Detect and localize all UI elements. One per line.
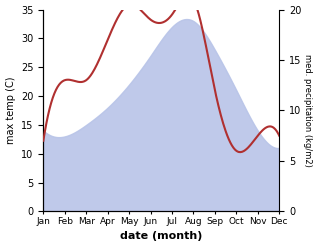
Y-axis label: max temp (C): max temp (C) (5, 77, 16, 144)
X-axis label: date (month): date (month) (120, 231, 203, 242)
Y-axis label: med. precipitation (kg/m2): med. precipitation (kg/m2) (303, 54, 313, 167)
